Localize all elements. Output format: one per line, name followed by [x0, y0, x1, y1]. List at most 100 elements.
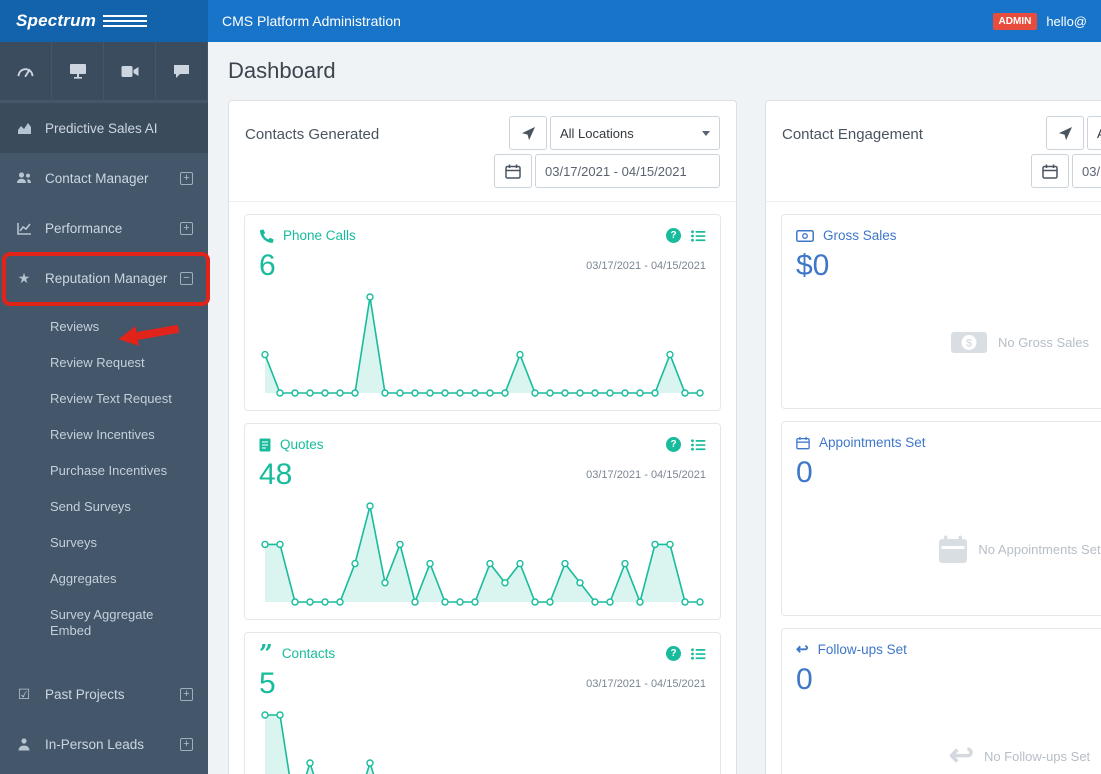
metric-date-range: 03/17/2021 - 04/15/2021	[586, 260, 706, 272]
no-gross-sales-placeholder: $ No Gross Sales	[796, 287, 1101, 397]
gross-sales-card: Gross Sales $0 $ No Gross Sales	[781, 214, 1101, 409]
help-icon[interactable]: ?	[666, 437, 681, 452]
calendar-icon	[1042, 164, 1058, 179]
location-select-value: All Locations	[560, 125, 634, 141]
list-icon[interactable]	[691, 438, 706, 451]
metric-value: 48	[259, 458, 293, 491]
expand-plus-icon[interactable]: +	[180, 171, 193, 185]
location-arrow-icon	[1058, 126, 1072, 140]
reply-icon: ↩	[796, 641, 809, 658]
calendar-ghost-icon	[939, 535, 968, 563]
location-select[interactable]: All Locations	[550, 116, 720, 150]
card-label: Follow-ups Set	[817, 642, 907, 657]
sidebar-subitem-reviews[interactable]: Reviews	[50, 319, 100, 334]
calendar-button[interactable]	[1031, 154, 1069, 188]
sidebar-item-performance[interactable]: Performance +	[0, 203, 208, 253]
card-label: Appointments Set	[819, 435, 926, 450]
area-chart-icon	[15, 122, 33, 135]
video-camera-icon[interactable]	[104, 42, 156, 100]
date-range-input[interactable]: 03/17/2021 - 04/15/2021	[535, 154, 720, 188]
no-follow-ups-placeholder: ↩ No Follow-ups Set	[796, 701, 1101, 774]
metric-value: 0	[796, 456, 813, 489]
brand-lines-icon	[103, 15, 148, 27]
phone-calls-sparkline	[259, 291, 706, 399]
date-range-input[interactable]: 03/17/2021 - 04/15/2021	[1072, 154, 1101, 188]
expand-plus-icon[interactable]: +	[180, 687, 193, 701]
expand-plus-icon[interactable]: +	[180, 737, 193, 751]
sidebar-subitem-review-incentives[interactable]: Review Incentives	[50, 427, 155, 442]
check-square-icon: ☑	[17, 685, 31, 702]
topbar: Spectrum CMS Platform Administration ADM…	[0, 0, 1101, 42]
sidebar-item-label: Performance	[45, 220, 123, 236]
phone-icon	[259, 228, 274, 243]
desktop-icon[interactable]	[52, 42, 104, 100]
sidebar-menu: Predictive Sales AI Contact Manager + Pe…	[0, 100, 208, 769]
sidebar-item-in-person-leads[interactable]: In-Person Leads +	[0, 719, 208, 769]
money-ghost-icon: $	[950, 331, 987, 353]
placeholder-text: No Gross Sales	[997, 334, 1090, 350]
metric-date-range: 03/17/2021 - 04/15/2021	[586, 469, 706, 481]
sidebar-subitem-aggregates[interactable]: Aggregates	[50, 571, 117, 586]
app-title: CMS Platform Administration	[222, 13, 401, 29]
help-icon[interactable]: ?	[666, 228, 681, 243]
svg-text:$: $	[966, 337, 972, 349]
sidebar-menu-bottom: ☑ Past Projects + In-Person Leads +	[0, 669, 208, 769]
location-select[interactable]: All Locations	[1087, 116, 1101, 150]
no-appointments-placeholder: No Appointments Set	[796, 494, 1101, 604]
sidebar-subitem-review-request[interactable]: Review Request	[50, 355, 145, 370]
sidebar-subitem-send-surveys[interactable]: Send Surveys	[50, 499, 131, 514]
sidebar-subitem-purchase-incentives[interactable]: Purchase Incentives	[50, 463, 168, 478]
help-icon[interactable]: ?	[666, 646, 681, 661]
sidebar-subitem-review-text-request[interactable]: Review Text Request	[50, 391, 172, 406]
sidebar-item-label: Reputation Manager	[45, 270, 168, 286]
calendar-icon	[505, 164, 521, 179]
panel-title: Contacts Generated	[245, 126, 380, 143]
location-arrow-button[interactable]	[1046, 116, 1084, 150]
list-icon[interactable]	[691, 647, 706, 660]
location-arrow-button[interactable]	[509, 116, 547, 150]
follow-ups-set-card: ↩ Follow-ups Set 0 ↩ No Follow-ups Set	[781, 628, 1101, 774]
sidebar-item-label: Contact Manager	[45, 170, 149, 186]
calendar-icon	[796, 436, 810, 450]
metric-date-range: 03/17/2021 - 04/15/2021	[586, 678, 706, 690]
quotes-sparkline	[259, 500, 706, 608]
sidebar: Predictive Sales AI Contact Manager + Pe…	[0, 42, 208, 774]
user-email[interactable]: hello@	[1046, 13, 1087, 29]
contacts-sparkline	[259, 709, 706, 774]
sidebar-item-reputation-manager[interactable]: ★ Reputation Manager −	[0, 253, 208, 303]
comment-icon[interactable]	[156, 42, 208, 100]
page-title: Dashboard	[228, 58, 336, 83]
expand-plus-icon[interactable]: +	[180, 221, 193, 235]
sidebar-subitem-survey-aggregate-embed[interactable]: Survey Aggregate Embed	[50, 607, 154, 638]
location-select-value: All Locations	[1097, 126, 1101, 141]
sidebar-icon-row	[0, 42, 208, 100]
document-icon	[259, 438, 271, 452]
sidebar-item-past-projects[interactable]: ☑ Past Projects +	[0, 669, 208, 719]
main-content: Dashboard Contacts Generated All Locatio…	[208, 42, 1101, 774]
list-icon[interactable]	[691, 229, 706, 242]
brand-logo[interactable]: Spectrum	[0, 0, 208, 42]
users-icon	[15, 172, 33, 184]
tachometer-icon[interactable]	[0, 42, 52, 100]
appointments-set-card: Appointments Set 0 No Appointments Set	[781, 421, 1101, 616]
chevron-down-icon	[702, 130, 710, 136]
quotes-card: Quotes ? 48 03/17/2021 - 04/15/2021	[244, 423, 721, 620]
sidebar-item-predictive-sales-ai[interactable]: Predictive Sales AI	[0, 103, 208, 153]
card-label: Quotes	[280, 437, 324, 452]
contacts-card: ” Contacts ? 5 03/17/2021 - 04/15/2021	[244, 632, 721, 774]
calendar-button[interactable]	[494, 154, 532, 188]
money-icon	[796, 229, 814, 242]
star-icon: ★	[17, 269, 31, 286]
sidebar-item-label: Predictive Sales AI	[45, 120, 158, 136]
metric-value: 6	[259, 249, 276, 282]
reply-ghost-icon: ↩	[948, 739, 974, 772]
metric-value: $0	[796, 249, 830, 282]
card-label: Gross Sales	[823, 228, 897, 243]
expand-minus-icon[interactable]: −	[180, 271, 193, 285]
sidebar-item-contact-manager[interactable]: Contact Manager +	[0, 153, 208, 203]
panel-title: Contact Engagement	[782, 126, 923, 143]
sidebar-subitem-surveys[interactable]: Surveys	[50, 535, 97, 550]
metric-value: 5	[259, 667, 276, 700]
card-label: Contacts	[281, 646, 336, 661]
card-label: Phone Calls	[283, 228, 356, 243]
